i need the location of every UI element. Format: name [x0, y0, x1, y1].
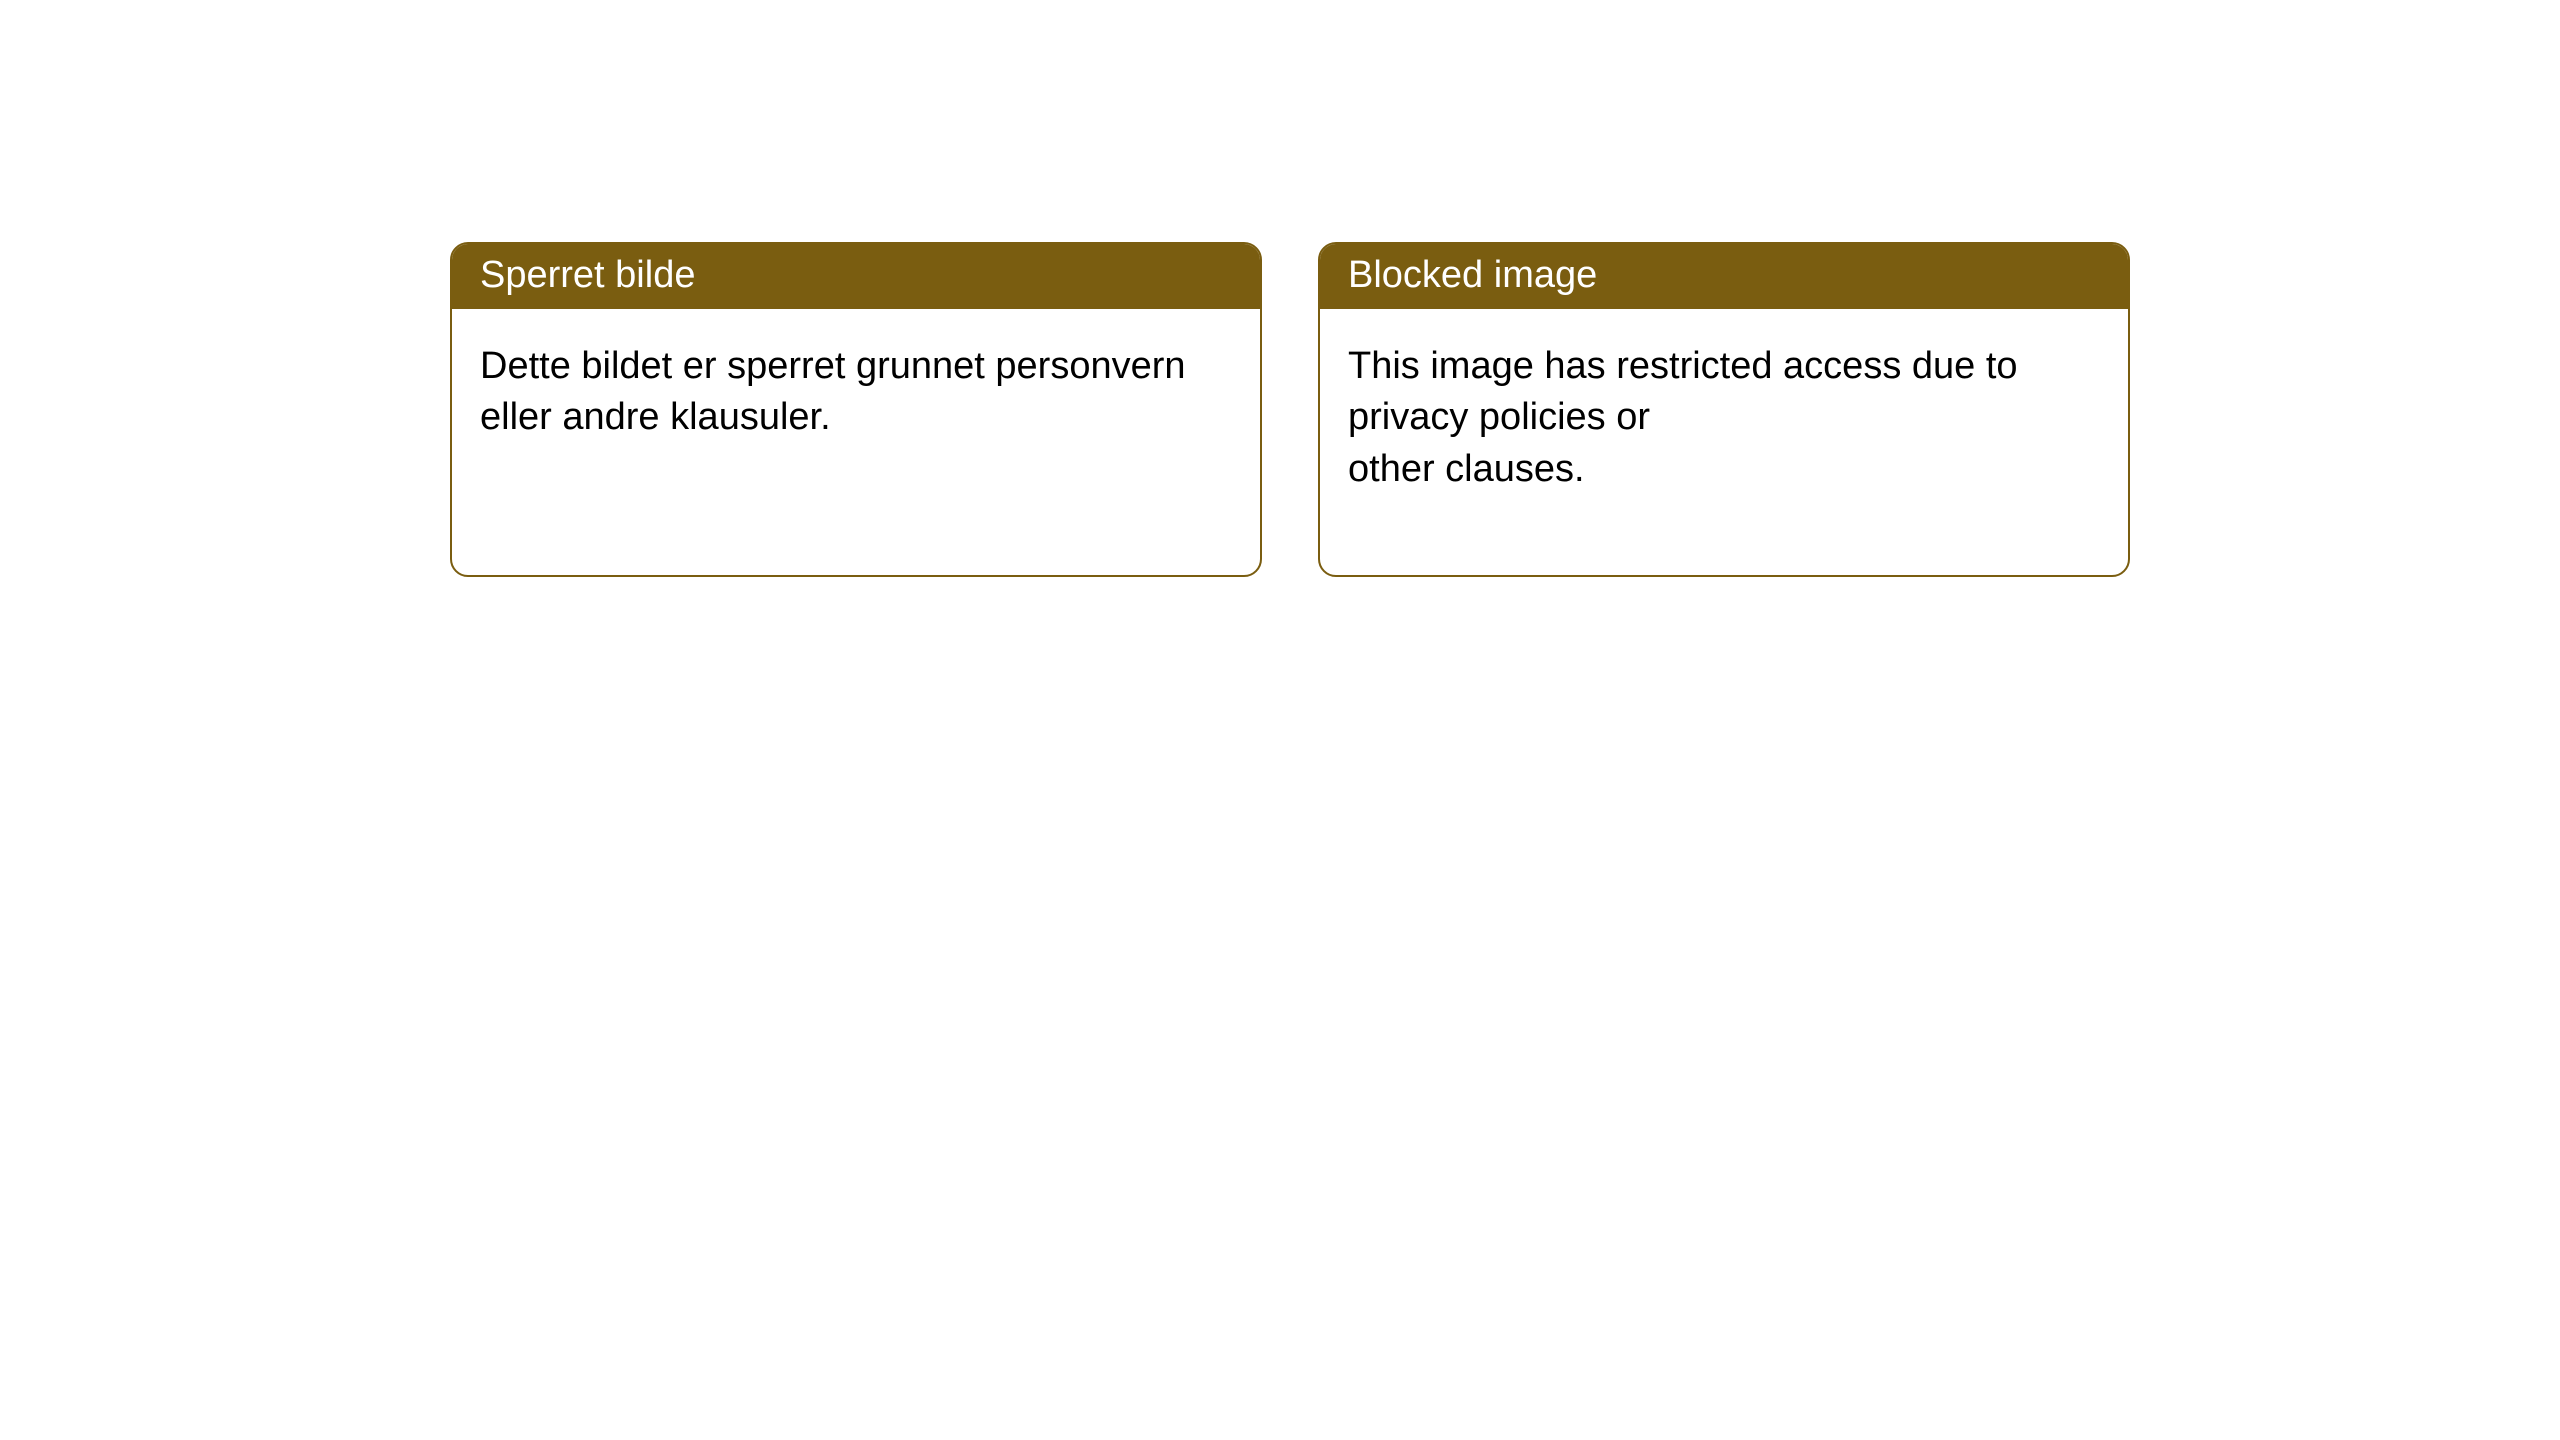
notice-body-en: This image has restricted access due to …	[1320, 309, 2128, 575]
notice-container: Sperret bilde Dette bildet er sperret gr…	[0, 0, 2560, 577]
notice-header-no: Sperret bilde	[452, 244, 1260, 309]
notice-header-en: Blocked image	[1320, 244, 2128, 309]
notice-body-no: Dette bildet er sperret grunnet personve…	[452, 309, 1260, 524]
notice-card-no: Sperret bilde Dette bildet er sperret gr…	[450, 242, 1262, 577]
notice-card-en: Blocked image This image has restricted …	[1318, 242, 2130, 577]
